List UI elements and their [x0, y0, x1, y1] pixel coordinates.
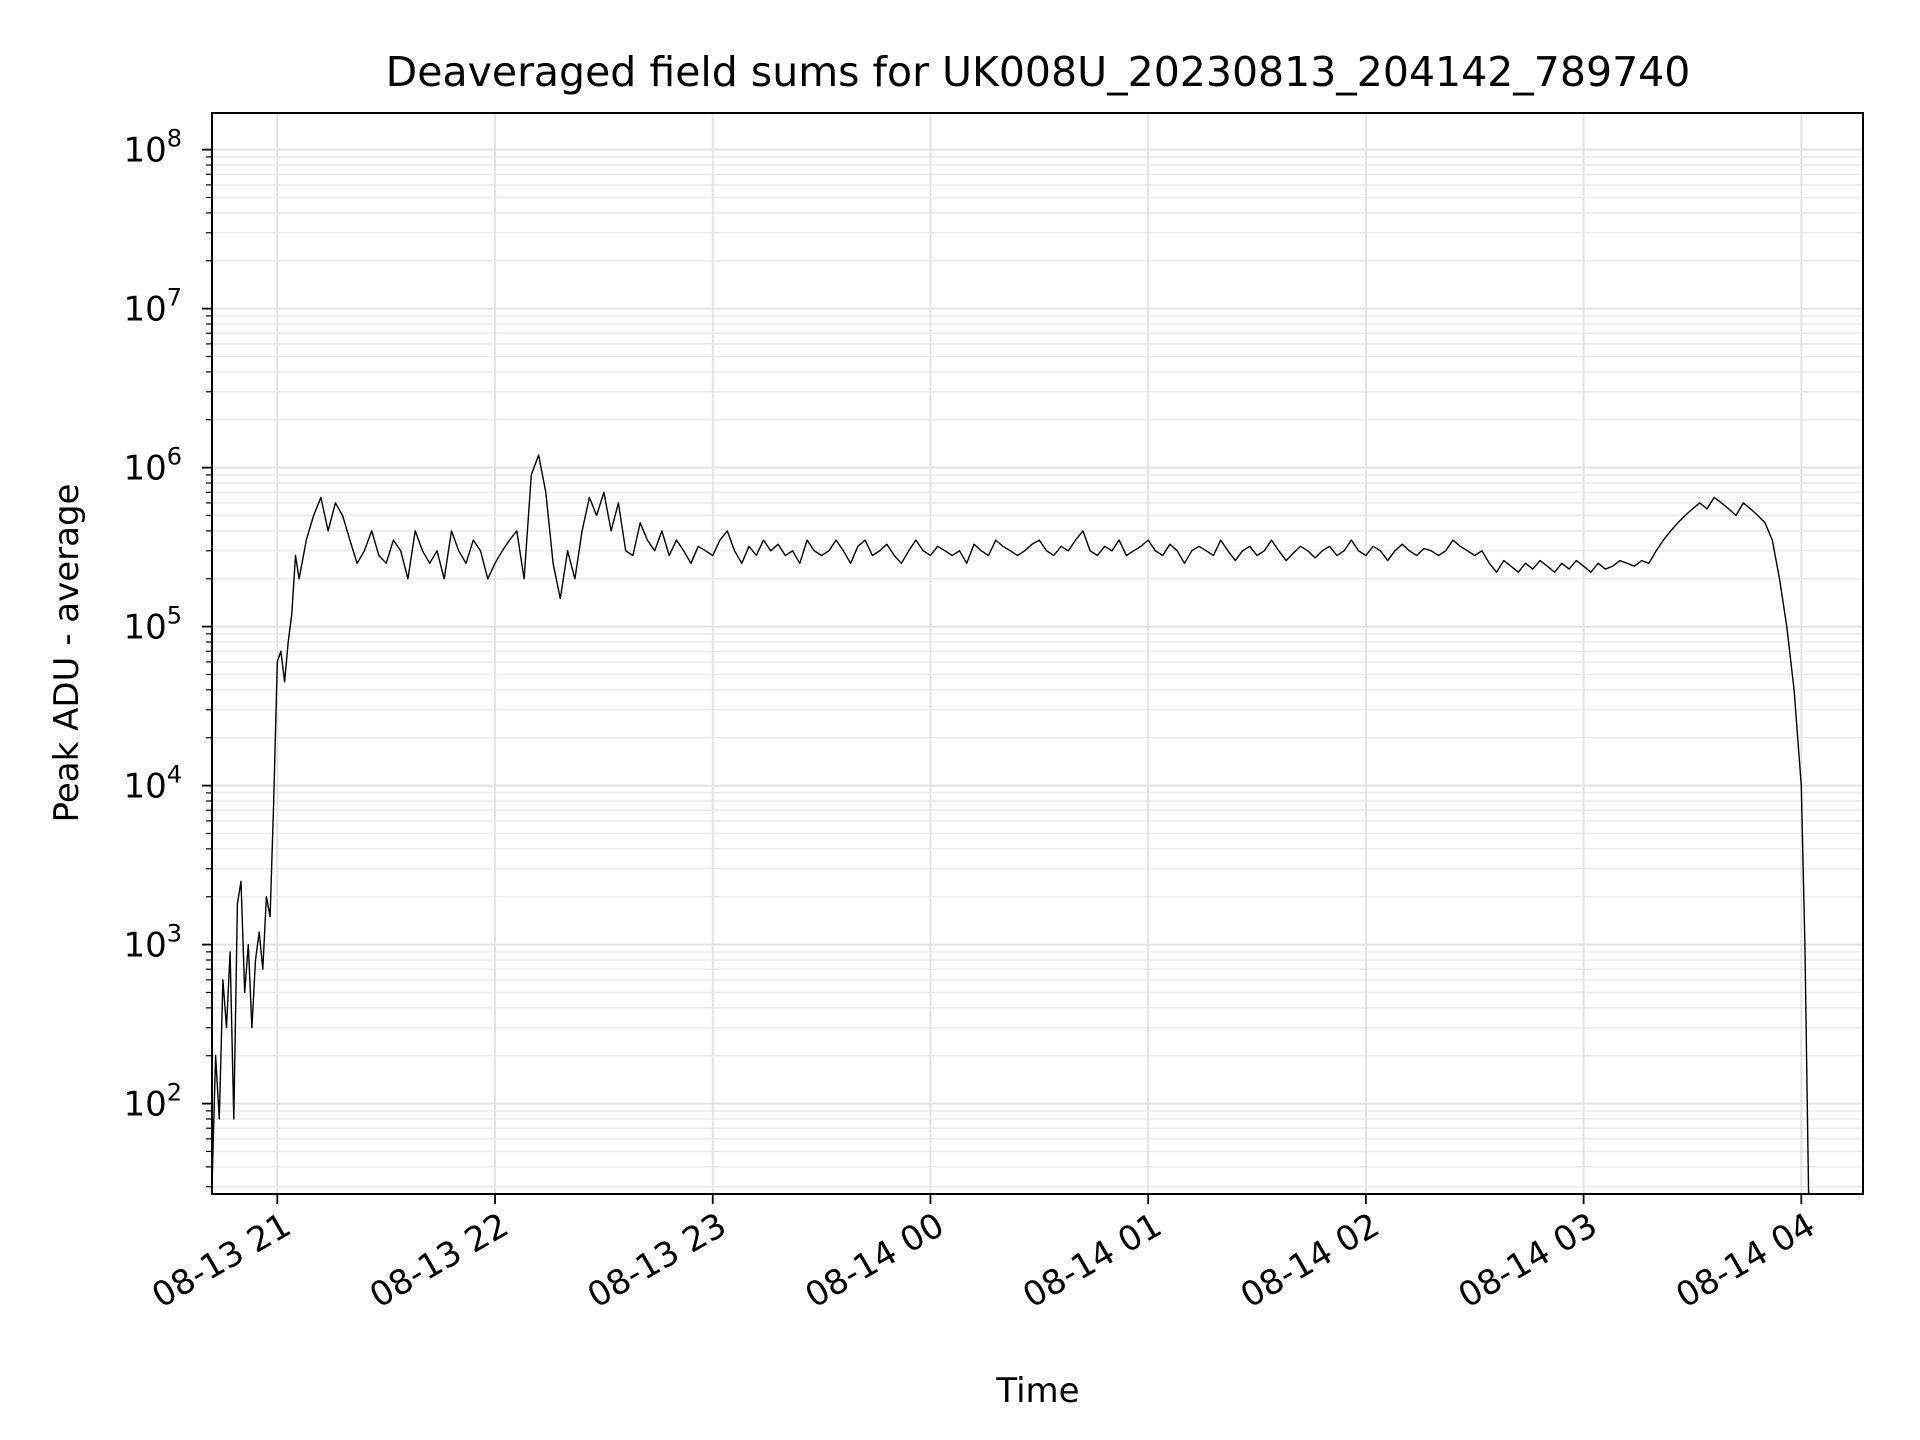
y-tick-label: 106: [123, 443, 182, 489]
y-tick-label: 102: [123, 1079, 182, 1125]
y-axis-ticks: 102 103 104 105 106 107 108: [123, 125, 212, 1188]
major-gridlines: [212, 113, 1863, 1194]
plot-frame: [211, 112, 1864, 1195]
minor-gridlines: [212, 156, 1863, 1188]
x-axis-label: Time: [995, 1371, 1079, 1411]
y-tick-label: 107: [123, 284, 182, 330]
y-tick-label: 104: [123, 761, 182, 807]
chart-title: Deaveraged field sums for UK008U_2023081…: [386, 48, 1691, 96]
series-line: [211, 454, 1810, 1195]
y-axis-label: Peak ADU - average: [47, 484, 87, 823]
y-tick-label: 103: [123, 920, 182, 966]
y-tick-label: 105: [123, 602, 182, 648]
y-tick-label: 108: [123, 125, 182, 171]
